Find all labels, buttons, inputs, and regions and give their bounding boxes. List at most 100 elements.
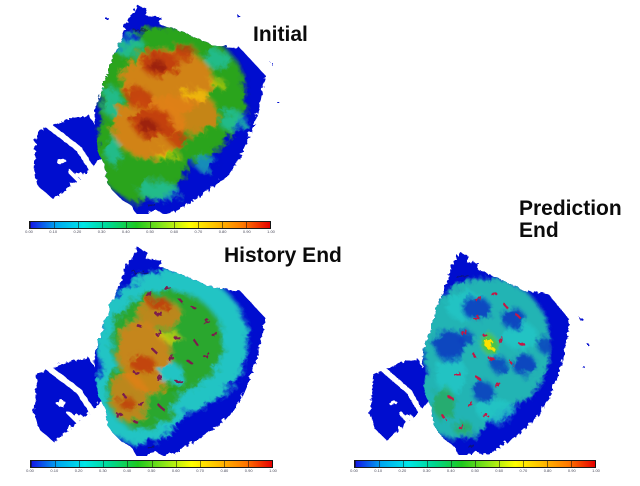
colorbar-tick	[31, 461, 32, 467]
reservoir-appendage	[369, 357, 431, 440]
colorbar-history-end: 0.00 0.10 0.20 0.30 0.40 0.50 0.60 0.70 0.80 0.90…	[26, 460, 277, 476]
well-marker	[507, 358, 513, 365]
panel-title-initial: Initial	[253, 23, 308, 46]
colorbar-tick	[547, 461, 548, 467]
colorbar-tick-label: 1.00	[267, 229, 275, 234]
heatmap-initial	[33, 4, 278, 214]
well-marker	[120, 391, 126, 398]
well-marker	[172, 335, 180, 338]
colorbar-tick-label: 0.70	[519, 468, 528, 473]
well-marker	[154, 310, 162, 315]
well-marker	[184, 358, 192, 363]
reservoir-appendage	[33, 114, 104, 198]
well-marker	[475, 294, 480, 301]
field-map-group	[369, 250, 588, 455]
colorbar-tick-label: 0.30	[97, 229, 106, 234]
field-map-group	[33, 246, 264, 456]
colorbar-gradient	[29, 221, 271, 229]
edge-speckles	[104, 14, 278, 102]
colorbar-tick-label: 0.60	[495, 468, 504, 473]
well-marker	[155, 373, 161, 380]
colorbar-tick	[403, 461, 404, 467]
colorbar-tick-label: 0.00	[25, 229, 33, 234]
well-marker	[481, 332, 488, 337]
heat-blobs	[93, 26, 245, 201]
white-channels	[41, 361, 120, 448]
colorbar-tick-label: 0.70	[196, 468, 204, 473]
colorbar-gradient	[30, 460, 273, 468]
colorbar-tick	[223, 461, 225, 467]
well-marker	[134, 322, 142, 327]
colorbar-initial: 0.00 0.10 0.20 0.30 0.40 0.50 0.60 0.70 0.80 0.90…	[25, 221, 275, 237]
colorbar-tick-label: 0.70	[194, 229, 203, 234]
well-marker	[166, 354, 174, 359]
colorbar-tick-label: 0.50	[471, 468, 479, 473]
colorbar-tick-label: 0.90	[244, 468, 253, 473]
colorbar-tick	[102, 222, 103, 228]
well-marker	[466, 399, 472, 406]
colorbar-tick-label: 1.00	[269, 468, 277, 473]
colorbar-tick	[79, 461, 81, 467]
white-channels	[376, 362, 445, 447]
colorbar-tick	[246, 222, 247, 228]
well-markers	[114, 285, 217, 423]
colorbar-tick-label: 0.40	[123, 468, 132, 473]
colorbar-tick	[174, 222, 175, 228]
colorbar-tick-label: 0.80	[543, 468, 552, 473]
colorbar-tick	[523, 461, 524, 467]
well-marker	[177, 296, 183, 303]
colorbar-tick-label: 0.40	[121, 229, 130, 234]
well-marker	[162, 285, 170, 289]
colorbar-tick	[595, 461, 596, 467]
colorbar-tick	[427, 461, 428, 467]
well-marker	[136, 400, 144, 405]
colorbar-tick-label: 0.80	[220, 468, 229, 473]
well-marker	[472, 314, 479, 320]
white-channels	[41, 119, 120, 206]
edge-speckles	[579, 317, 588, 368]
colorbar-tick-label: 0.60	[170, 229, 179, 234]
field-map-group	[33, 4, 278, 214]
colorbar-tick-label: 0.20	[398, 468, 407, 473]
colorbar-tick	[175, 461, 177, 467]
heatmap-prediction-end	[369, 250, 588, 455]
well-markers	[440, 291, 524, 428]
colorbar-tick	[127, 461, 129, 467]
hot-spot	[483, 337, 493, 348]
heatmap-history-end	[33, 246, 264, 456]
colorbar-tick	[151, 461, 153, 467]
colorbar-tick-label: 0.90	[567, 468, 576, 473]
colorbar-tick-labels: 0.00 0.10 0.20 0.30 0.40 0.50 0.60 0.70 0.80 0.90…	[25, 229, 275, 236]
well-marker	[150, 346, 156, 353]
colorbar-tick-label: 0.00	[26, 468, 34, 473]
well-marker	[493, 380, 500, 386]
panel-title-history-end: History End	[224, 244, 342, 267]
tiny-annotation	[132, 28, 154, 205]
well-marker	[114, 411, 122, 417]
colorbar-tick-label: 0.60	[171, 468, 180, 473]
white-gap	[404, 413, 412, 420]
well-marker	[189, 304, 197, 310]
well-marker	[132, 370, 140, 375]
colorbar-tick-label: 0.40	[446, 468, 455, 473]
colorbar-tick	[103, 461, 105, 467]
well-marker	[191, 337, 197, 344]
colorbar-tick	[54, 222, 55, 228]
white-gap	[55, 157, 65, 163]
colorbar-tick	[247, 461, 249, 467]
well-marker	[474, 374, 481, 380]
white-gap	[74, 413, 82, 420]
colorbar-tick	[379, 461, 380, 467]
well-marker	[517, 340, 524, 344]
well-marker	[201, 318, 209, 324]
colorbar-prediction-end: 0.00 0.10 0.20 0.30 0.40 0.50 0.60 0.70 0.80 0.90…	[350, 460, 600, 476]
colorbar-tick-label: 0.20	[74, 468, 83, 473]
colorbar-tick	[198, 222, 199, 228]
colorbar-tick	[499, 461, 500, 467]
well-marker	[514, 312, 520, 318]
well-marker	[446, 394, 453, 399]
colorbar-tick	[475, 461, 476, 467]
colorbar-tick	[30, 222, 31, 228]
well-marker	[497, 335, 503, 342]
